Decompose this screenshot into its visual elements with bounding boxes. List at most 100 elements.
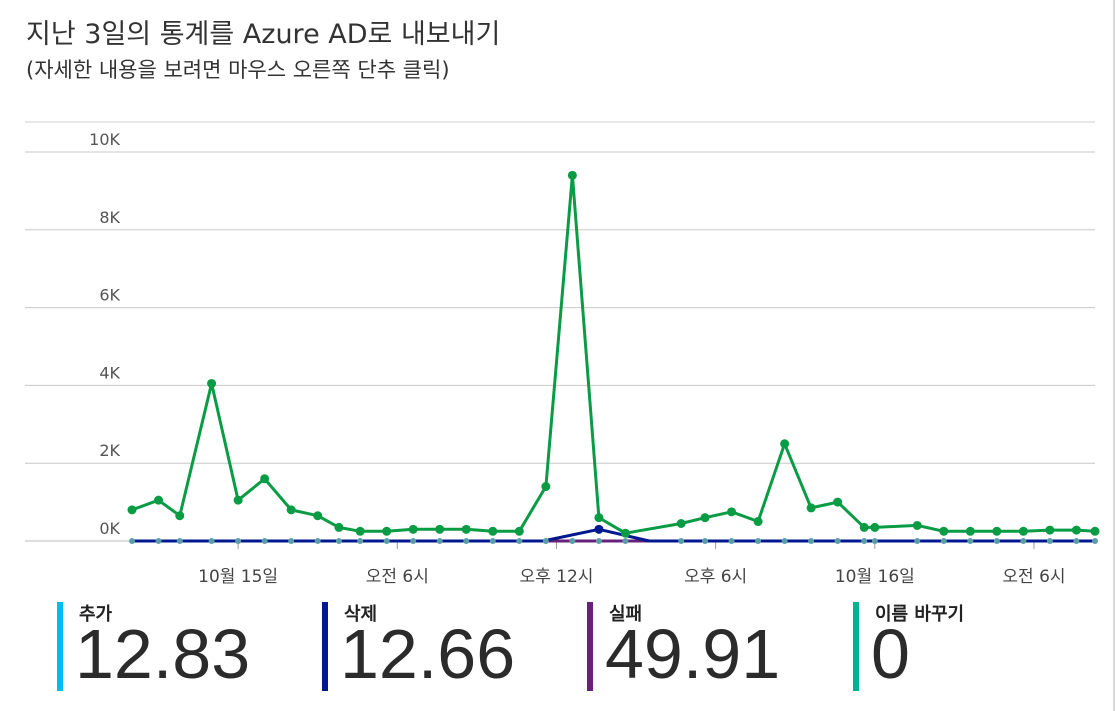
data-point (676, 518, 686, 528)
baseline-point (1020, 538, 1027, 544)
data-point (334, 522, 344, 532)
data-point (567, 170, 577, 180)
legend-color-bar (57, 602, 63, 691)
baseline-point (702, 538, 709, 544)
legend-value: 49.91 (605, 615, 781, 693)
baseline-point (1073, 538, 1080, 544)
baseline-point (569, 538, 576, 544)
data-point (207, 378, 217, 388)
baseline-point (176, 538, 183, 544)
x-tick-label: 오후 6시 (684, 567, 747, 587)
data-point (620, 528, 630, 538)
data-point (594, 513, 604, 523)
legend-color-bar (587, 602, 593, 691)
legend-label: 추가 (79, 604, 113, 625)
scrollbar[interactable] (1113, 0, 1115, 711)
data-point (912, 520, 922, 530)
data-point (175, 511, 185, 521)
data-point (233, 495, 243, 505)
y-tick-label: 0K (99, 519, 120, 538)
baseline-point (261, 538, 268, 544)
data-point (870, 522, 880, 532)
baseline-point (463, 538, 470, 544)
data-point (806, 503, 816, 513)
baseline-point (967, 538, 974, 544)
baseline-point (155, 538, 162, 544)
legend-label: 이름 바꾸기 (875, 604, 965, 625)
baseline-point (808, 538, 815, 544)
data-point (965, 526, 975, 536)
legend-color-bar (322, 602, 328, 691)
x-tick-label: 10월 15일 (198, 567, 278, 587)
baseline-point (383, 538, 390, 544)
data-point (753, 517, 763, 527)
legend-item-deleted[interactable]: 삭제 12.66 (322, 600, 562, 693)
x-tick-label: 10월 16일 (835, 567, 915, 587)
baseline-point (516, 538, 523, 544)
x-axis: 10월 15일 오전 6시 오후 12시 오후 6시 10월 16일 오전 6시 (198, 541, 1066, 587)
chart-series (127, 170, 1100, 544)
baseline-point (993, 538, 1000, 544)
legend-label: 실패 (609, 604, 643, 625)
data-point (1045, 525, 1055, 535)
legend-item-added[interactable]: 추가 12.83 (57, 600, 297, 693)
y-tick-label: 4K (99, 363, 120, 382)
baseline-point (410, 538, 417, 544)
data-point (435, 524, 445, 534)
data-point (859, 522, 869, 532)
legend-color-bar (853, 602, 859, 691)
baseline-point (1046, 538, 1053, 544)
x-tick-label: 오전 6시 (1002, 567, 1065, 587)
y-axis: 0K 2K 4K 6K 8K 10K (89, 130, 120, 538)
data-point (1018, 526, 1028, 536)
baseline-point (834, 538, 841, 544)
data-point (313, 511, 323, 521)
y-tick-label: 2K (99, 441, 120, 460)
y-tick-label: 6K (99, 286, 120, 305)
baseline-point (755, 538, 762, 544)
baseline-point (940, 538, 947, 544)
baseline-point (861, 538, 868, 544)
data-point (488, 526, 498, 536)
y-tick-label: 8K (99, 208, 120, 227)
data-point (260, 474, 270, 484)
legend: 추가 12.83 삭제 12.66 실패 49.91 이름 바꾸기 0 (0, 600, 1115, 700)
line-chart[interactable]: 0K 2K 4K 6K 8K 10K 10월 15일 오전 6시 오후 12시 오후 6시 10월… (0, 0, 1115, 600)
data-point (1071, 525, 1081, 535)
y-tick-label: 10K (89, 130, 120, 149)
baseline-point (335, 538, 342, 544)
baseline-point (871, 538, 878, 544)
baseline-point (1092, 538, 1098, 544)
chart-subtitle: (자세한 내용을 보려면 마우스 오른쪽 단추 클릭) (26, 58, 450, 82)
chart-grid (25, 121, 1095, 542)
data-point (127, 505, 137, 515)
baseline-point (542, 538, 549, 544)
data-point (541, 482, 551, 492)
data-point (154, 495, 164, 505)
legend-item-renamed[interactable]: 이름 바꾸기 0 (853, 600, 1073, 693)
legend-value: 12.66 (340, 615, 516, 693)
baseline-point (357, 538, 364, 544)
legend-item-failed[interactable]: 실패 49.91 (587, 600, 827, 693)
data-point (382, 526, 392, 536)
data-point (939, 526, 949, 536)
baseline-point (235, 538, 242, 544)
data-point (992, 526, 1002, 536)
baseline-point (489, 538, 496, 544)
series-line (131, 173, 1096, 535)
baseline-point (914, 538, 921, 544)
baseline-point (129, 538, 135, 544)
data-point (355, 526, 365, 536)
legend-value: 0 (871, 615, 910, 693)
baseline-point (678, 538, 685, 544)
baseline-point (288, 538, 295, 544)
data-point (514, 526, 524, 536)
baseline-point (781, 538, 788, 544)
data-point (408, 524, 418, 534)
chart-title: 지난 3일의 통계를 Azure AD로 내보내기 (26, 19, 501, 50)
data-point (461, 524, 471, 534)
data-point (286, 505, 296, 515)
data-point (594, 524, 604, 534)
baseline-point (436, 538, 443, 544)
x-tick-label: 오후 12시 (519, 567, 593, 587)
